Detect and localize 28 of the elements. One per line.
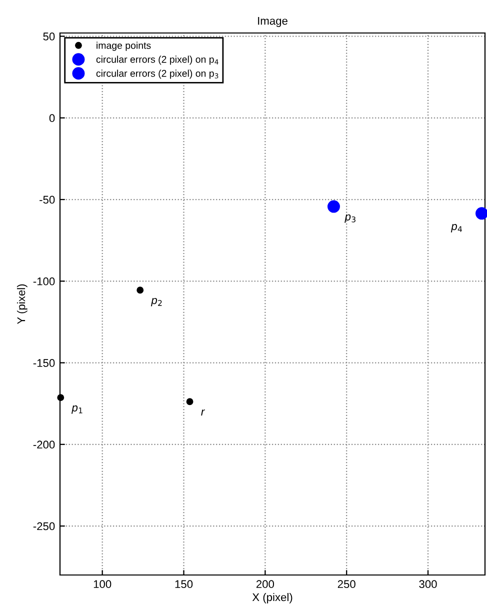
y-axis-title: Y (pixel) [16,284,28,324]
x-tick-label: 100 [94,580,112,588]
point [186,398,194,406]
annotation: r [201,410,205,416]
point [327,200,340,213]
point [136,286,144,294]
y-tick-label: -100 [33,277,55,286]
x-tick-label: 200 [256,580,274,588]
y-tick-label: -50 [40,196,55,204]
annotation: p$_{1}$ [71,405,82,414]
point [57,394,64,402]
y-tick-label: 0 [49,114,55,122]
y-tick-label: -150 [33,359,55,367]
legend-label: circular errors (2 pixel) on p$_{3}$ [96,70,218,79]
annotation: p$_{2}$ [150,298,162,306]
annotation: p$_{3}$ [344,214,356,223]
x-axis-title: X (pixel) [252,592,292,604]
y-tick-label: 50 [43,32,55,40]
x-tick-label: 150 [175,580,193,588]
x-tick-label: 250 [338,580,356,588]
y-tick-label: -200 [33,440,55,449]
x-tick-label: 300 [419,580,437,588]
legend-label: circular errors (2 pixel) on p$_{4}$ [96,56,218,65]
chart-title: Image [258,17,288,27]
annotation: p$_{4}$ [450,224,462,232]
y-tick-label: -250 [33,522,55,530]
legend-label: image points [96,42,151,51]
point [475,207,487,220]
